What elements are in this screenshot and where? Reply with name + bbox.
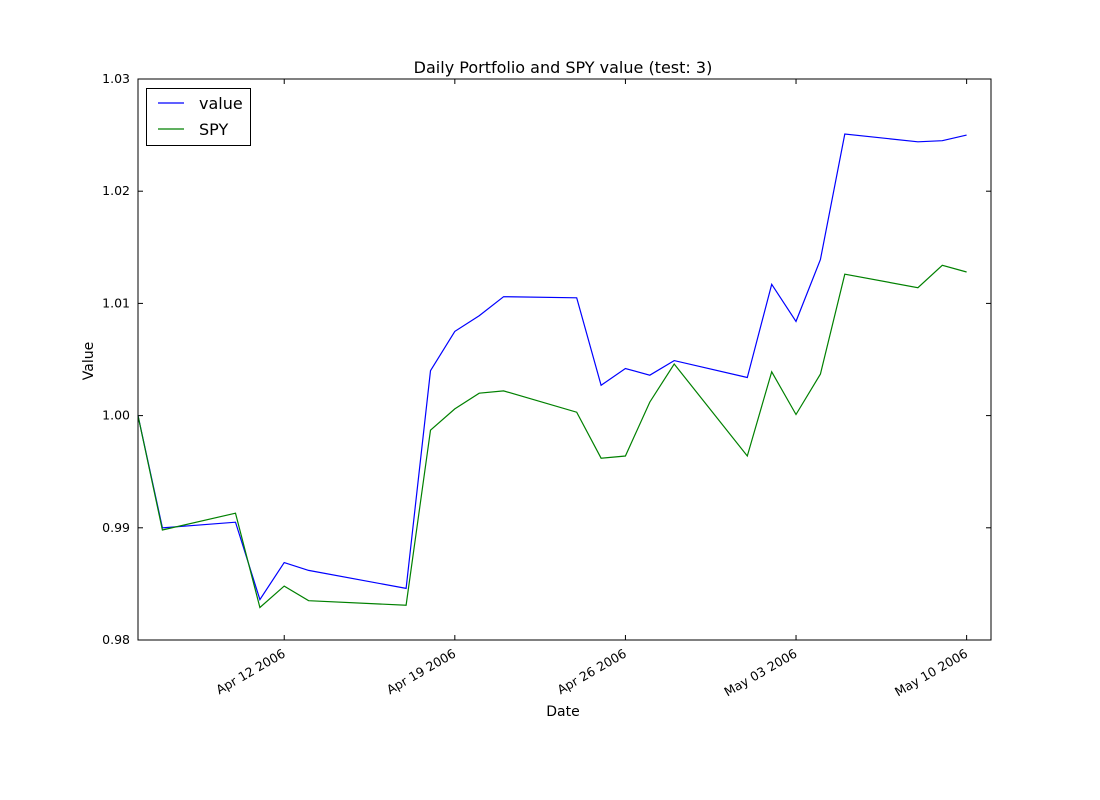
x-tick-label: Apr 12 2006 [213, 646, 287, 698]
y-tick-label: 1.01 [102, 295, 130, 310]
y-tick-label: 1.03 [102, 71, 130, 86]
legend-label-value: value [199, 94, 243, 113]
legend-box [146, 88, 251, 146]
x-tick-label: May 03 2006 [721, 646, 799, 700]
plot-frame [137, 78, 992, 641]
legend-label-spy: SPY [199, 120, 228, 139]
y-tick-label: 1.02 [102, 183, 130, 198]
x-tick-label: May 10 2006 [892, 646, 970, 700]
y-tick-label: 1.00 [102, 408, 130, 423]
x-tick-label: Apr 26 2006 [554, 646, 628, 698]
legend: value SPY [146, 88, 251, 146]
y-tick-label: 0.99 [102, 520, 130, 535]
y-axis-label: Value [81, 342, 97, 380]
series-line-spy [137, 264, 967, 609]
x-tick-label: Apr 19 2006 [384, 646, 458, 698]
y-tick-label: 0.98 [102, 632, 130, 647]
chart-title: Daily Portfolio and SPY value (test: 3) [414, 58, 713, 77]
x-axis-label: Date [546, 704, 579, 720]
series-line-value [137, 133, 967, 601]
axis-ticks: 0.98 0.99 1.00 1.01 1.02 1.03 Apr 12 2006 Apr 1… [102, 71, 991, 699]
series-lines [137, 133, 967, 609]
